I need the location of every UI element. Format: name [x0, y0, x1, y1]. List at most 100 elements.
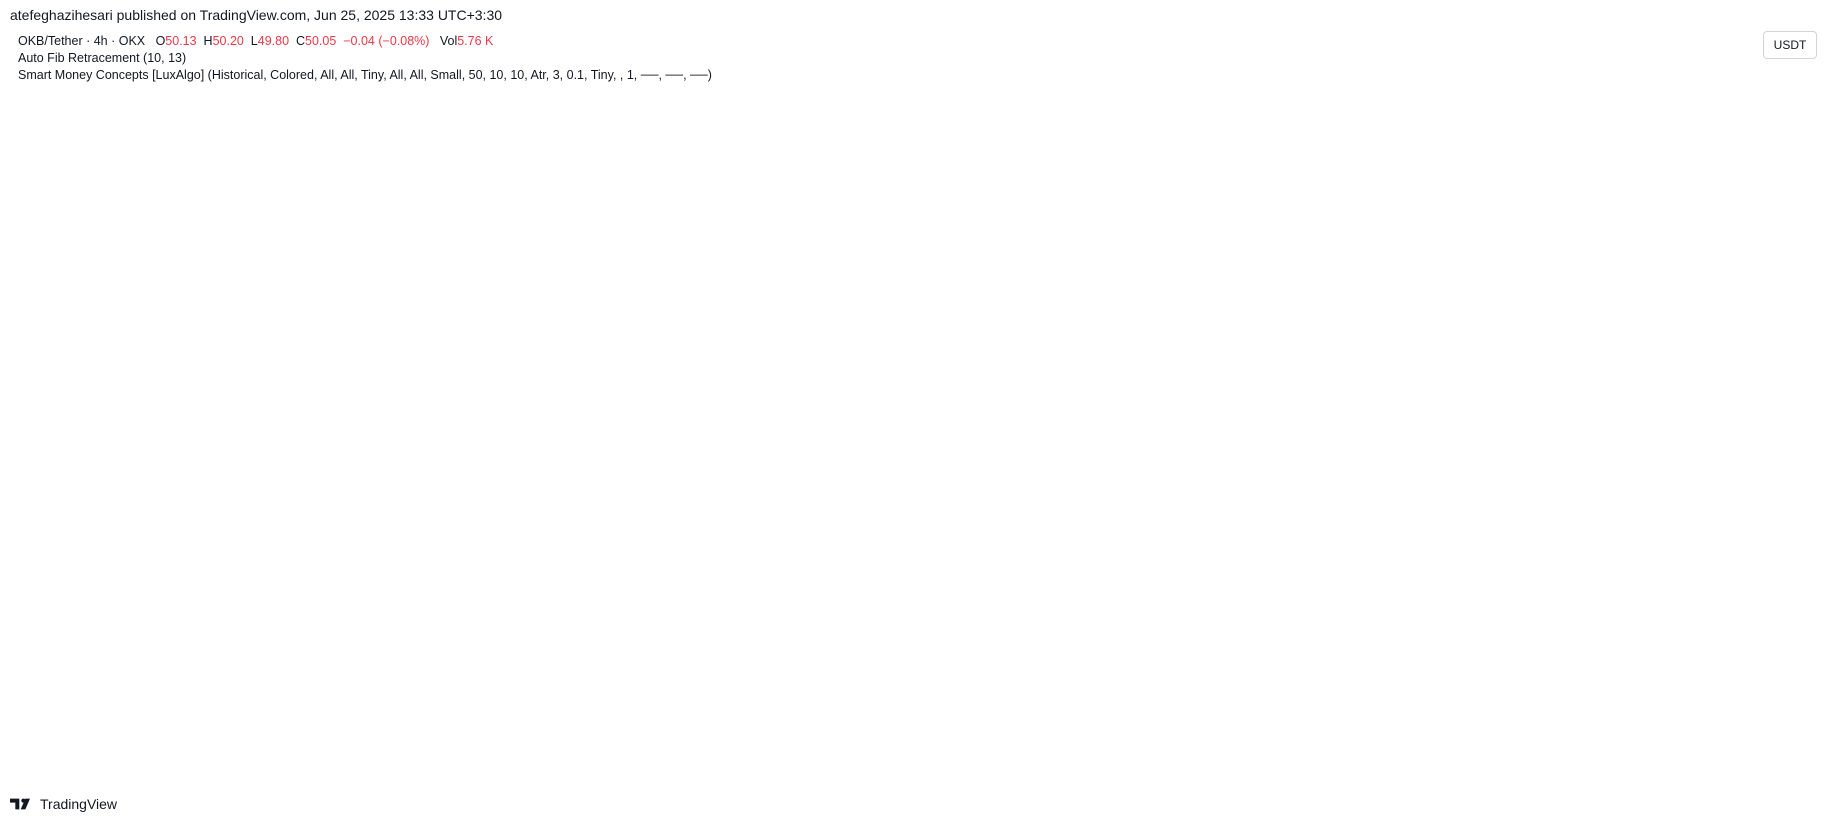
price-tick: 48.00 — [1766, 512, 1796, 526]
trend-line — [9, 230, 1084, 599]
candle-body — [725, 314, 729, 334]
grid-layer — [9, 23, 1835, 671]
time-axis[interactable]: 21 23 25 27 29 Jun 3 5 7 9 11 13 15 17 19 21 23 25 27 — [67, 656, 1475, 670]
price-axis[interactable]: 46.00 47.00 48.00 49.00 50.00 51.00 52.00 53.00… — [1700, 84, 1819, 622]
candle-body — [1189, 229, 1194, 291]
footer-brand-label: TradingView — [40, 796, 118, 812]
price-tick: 56.00 — [1766, 132, 1796, 146]
candle-body — [1139, 514, 1144, 525]
candle-body — [304, 319, 309, 330]
candle-body — [109, 314, 114, 334]
candle-body — [1183, 290, 1188, 320]
structure-label-eqh: EQH — [1035, 307, 1050, 314]
candle-body — [674, 381, 679, 401]
candle-body — [901, 333, 905, 358]
candle-body — [869, 248, 874, 258]
time-tick: 23 — [1311, 656, 1325, 670]
price-label-text: 48.67 — [1768, 481, 1798, 495]
alert-bolt-icon — [1632, 735, 1652, 755]
candle-body — [348, 324, 353, 334]
candle-body — [681, 362, 686, 382]
candle-body — [1403, 343, 1408, 387]
candle-body — [1051, 348, 1056, 368]
candle-body — [342, 324, 347, 332]
candle-body — [1127, 505, 1131, 529]
candle-body — [731, 314, 736, 330]
symbol-name[interactable]: OKB/Tether · 4h · OKX — [18, 34, 146, 48]
ticker-tag-text: OKBUSDT — [1704, 417, 1759, 429]
candle-body — [285, 329, 290, 339]
price-label-box — [1763, 355, 1817, 372]
candle-body — [1434, 405, 1439, 419]
order-block — [544, 114, 1405, 140]
time-tick: 21 — [67, 656, 81, 670]
candle-body — [1133, 514, 1138, 529]
candle-body — [574, 414, 579, 420]
volume-value: 5.76 K — [457, 34, 494, 48]
order-block — [1154, 502, 1503, 544]
candle-body — [844, 214, 849, 258]
candle-body — [59, 324, 64, 334]
price-tick: 49.00 — [1766, 465, 1796, 479]
structure-label-choch: CHoCH — [672, 381, 696, 388]
candle-body — [894, 314, 899, 358]
candle-body — [976, 348, 981, 368]
candle-body — [926, 338, 931, 349]
candle-body — [1227, 281, 1232, 330]
candle-body — [875, 238, 880, 258]
time-tick: 3 — [561, 656, 568, 670]
candle-body — [693, 338, 698, 344]
candle-body — [310, 319, 315, 334]
indicator-smc-legend[interactable]: Smart Money Concepts [LuxAlgo] (Historic… — [18, 68, 712, 82]
structure-label-choch: CHoCH — [861, 341, 885, 348]
order-block — [544, 573, 1405, 599]
publish-line: atefeghazihesari published on TradingVie… — [10, 7, 503, 23]
footer-brand[interactable]: TradingView — [10, 796, 117, 812]
candle-body — [486, 421, 491, 434]
candle-body — [248, 329, 252, 339]
candle-body — [1258, 343, 1263, 363]
low-value: 49.80 — [257, 34, 290, 48]
candle-body — [461, 409, 466, 434]
countdown-text: 01:56:19 — [1768, 431, 1811, 443]
candles-layer — [34, 114, 1445, 599]
structure-lines-layer — [9, 128, 1502, 599]
candle-body — [298, 314, 303, 330]
candle-body — [1233, 329, 1238, 349]
time-tick: 9 — [787, 656, 794, 670]
candle-body — [932, 333, 937, 349]
candle-body — [329, 319, 334, 325]
price-label-text: 51.27 — [1768, 357, 1798, 371]
candle-body — [1076, 429, 1081, 520]
candle-body — [153, 281, 158, 291]
candle-body — [65, 310, 70, 334]
candle-body — [260, 319, 265, 330]
time-tick: 19 — [1160, 656, 1174, 670]
candle-body — [919, 338, 924, 353]
candle-body — [1246, 333, 1251, 353]
price-tick: 54.00 — [1766, 227, 1796, 241]
candle-body — [1158, 300, 1163, 482]
price-label-text: 49.34 — [1768, 449, 1798, 463]
candle-body — [1277, 386, 1282, 401]
candle-body — [806, 281, 811, 287]
candle-body — [1039, 338, 1044, 353]
candle-body — [593, 419, 598, 425]
candle-body — [832, 248, 836, 263]
indicator-fib-legend[interactable]: Auto Fib Retracement (10, 13) — [18, 51, 187, 65]
candle-body — [323, 324, 328, 339]
candle-body — [254, 329, 258, 339]
candle-body — [1164, 238, 1169, 301]
candle-body — [982, 338, 987, 349]
candle-body — [1290, 390, 1295, 406]
currency-selector[interactable]: USDT — [1763, 31, 1817, 59]
candle-body — [474, 419, 478, 427]
candle-body — [1177, 276, 1182, 320]
candle-body — [128, 305, 133, 311]
candle-body — [317, 333, 321, 339]
structure-label-choch: CHoCH — [1109, 310, 1133, 317]
candle-body — [1353, 271, 1357, 358]
candle-body — [40, 319, 45, 332]
candle-body — [706, 333, 711, 349]
